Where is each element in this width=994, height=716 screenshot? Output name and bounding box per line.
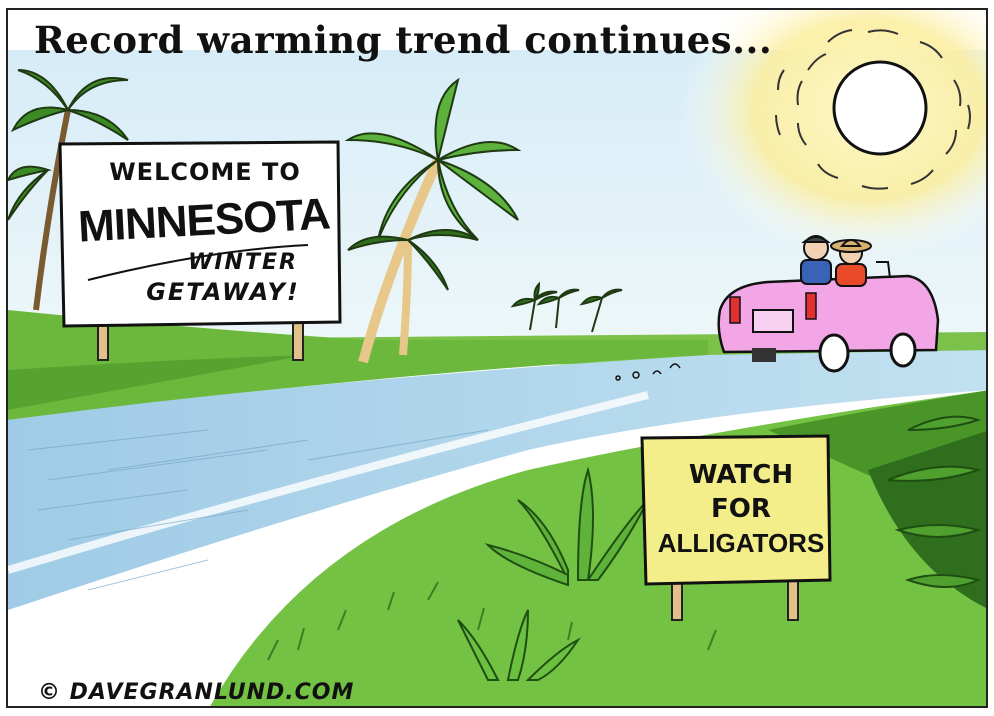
welcome-sign-line4: GETAWAY! [146, 278, 300, 306]
alligator-sign-line3: ALLIGATORS [657, 528, 825, 558]
agave-plant [484, 466, 649, 587]
cartoon-illustration [8, 10, 986, 706]
alligator-sign-line2: FOR [711, 494, 771, 524]
road [8, 350, 986, 610]
car [717, 235, 940, 373]
agave-plant-2 [457, 609, 581, 681]
artist-signature: © DAVEGRANLUND.COM [38, 680, 355, 705]
welcome-sign-line1: WELCOME TO [109, 158, 301, 186]
cartoon-caption: Record warming trend continues... [34, 18, 773, 62]
palm-tree-left [8, 69, 129, 311]
left-grass [8, 310, 708, 420]
distant-palm-trees [510, 281, 623, 333]
welcome-sign [58, 140, 342, 361]
cartoon-frame: Record warming trend continues... WELCOM… [6, 8, 988, 708]
alligator-sign [640, 434, 832, 621]
fern-plant [887, 415, 982, 588]
alligator-sign-line1: WATCH [688, 460, 794, 490]
exhaust-puffs [615, 363, 681, 381]
welcome-sign-line3: WINTER [188, 250, 298, 275]
sun-icon [775, 29, 971, 190]
palm-tree-center [344, 77, 522, 364]
